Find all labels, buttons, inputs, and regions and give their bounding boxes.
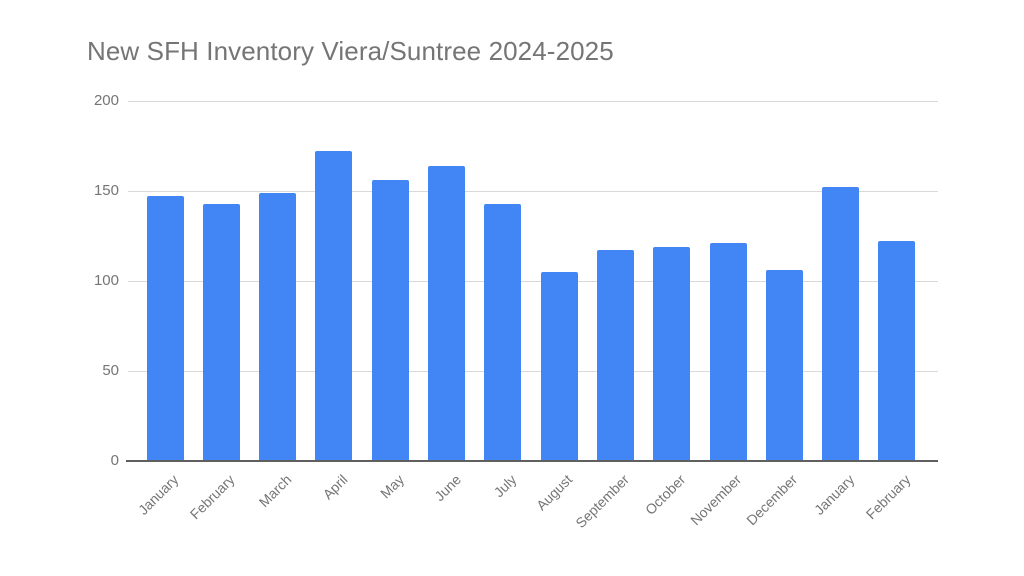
bar[interactable]	[203, 204, 240, 461]
bar[interactable]	[315, 151, 352, 461]
gridline	[128, 191, 938, 192]
x-tick-label: August	[533, 471, 576, 514]
gridline	[128, 281, 938, 282]
x-axis-line	[126, 460, 938, 462]
x-tick-label: January	[810, 471, 858, 518]
x-tick-label: November	[687, 471, 745, 529]
bar[interactable]	[710, 243, 747, 461]
x-tick-label: March	[255, 471, 295, 511]
bar[interactable]	[597, 250, 634, 461]
bar[interactable]	[259, 193, 296, 461]
y-tick-label: 150	[93, 182, 119, 199]
x-tick-label: February	[186, 471, 238, 523]
x-tick-label: September	[572, 471, 633, 532]
x-tick-label: January	[134, 471, 182, 518]
gridline	[128, 371, 938, 372]
x-tick-label: April	[319, 471, 351, 503]
bar[interactable]	[541, 272, 578, 461]
y-tick-label: 0	[110, 452, 119, 469]
bar[interactable]	[372, 180, 409, 461]
x-tick-label: December	[743, 471, 801, 529]
x-tick-label: October	[641, 471, 689, 518]
x-tick-label: May	[377, 471, 408, 502]
bar[interactable]	[822, 187, 859, 461]
x-tick-label: July	[490, 471, 520, 501]
x-tick-label: June	[431, 471, 464, 505]
bar[interactable]	[428, 166, 465, 461]
chart-title: New SFH Inventory Viera/Suntree 2024-202…	[87, 36, 614, 66]
bar[interactable]	[484, 204, 521, 461]
y-tick-label: 50	[102, 362, 119, 379]
y-tick-label: 100	[93, 272, 119, 289]
gridline	[128, 101, 938, 102]
bar[interactable]	[147, 196, 184, 461]
bar[interactable]	[766, 270, 803, 461]
y-tick-label: 200	[93, 92, 119, 109]
x-tick-label: February	[862, 471, 914, 523]
bar[interactable]	[878, 241, 915, 461]
bar[interactable]	[653, 247, 690, 461]
